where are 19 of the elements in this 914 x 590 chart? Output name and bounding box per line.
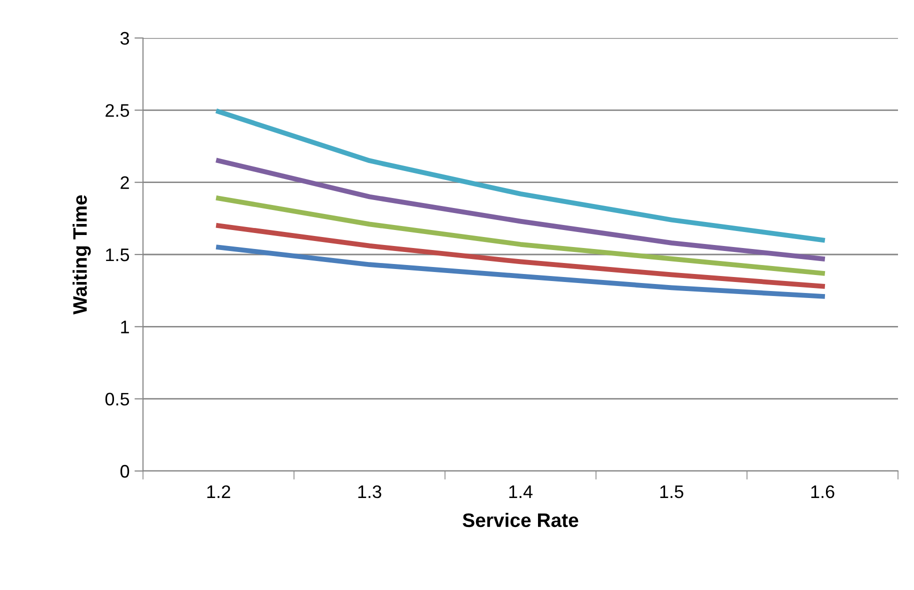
x-axis-title: Service Rate: [462, 512, 578, 528]
y-tick-label: 3: [120, 32, 130, 45]
y-tick-label: 2: [120, 176, 129, 189]
x-tick-label: 1.3: [358, 485, 382, 498]
y-tick-label: 0: [120, 464, 130, 478]
x-tick-label: 1.2: [207, 485, 230, 498]
line-series: [216, 244, 825, 299]
y-tick-label: 1: [121, 320, 129, 334]
y-tick-label: 2.5: [106, 104, 130, 117]
x-tick-label: 1.5: [660, 486, 684, 498]
line-series: [216, 109, 825, 242]
y-tick-label: 0.5: [105, 392, 130, 406]
x-tick-label: 1.4: [509, 486, 533, 498]
line-series: [216, 158, 825, 262]
line-series: [216, 196, 825, 276]
y-axis-title: Waiting Time: [72, 195, 91, 314]
x-tick-label: 1.6: [811, 485, 834, 498]
line-series: [216, 223, 825, 289]
y-tick-label: 1.5: [106, 248, 130, 262]
